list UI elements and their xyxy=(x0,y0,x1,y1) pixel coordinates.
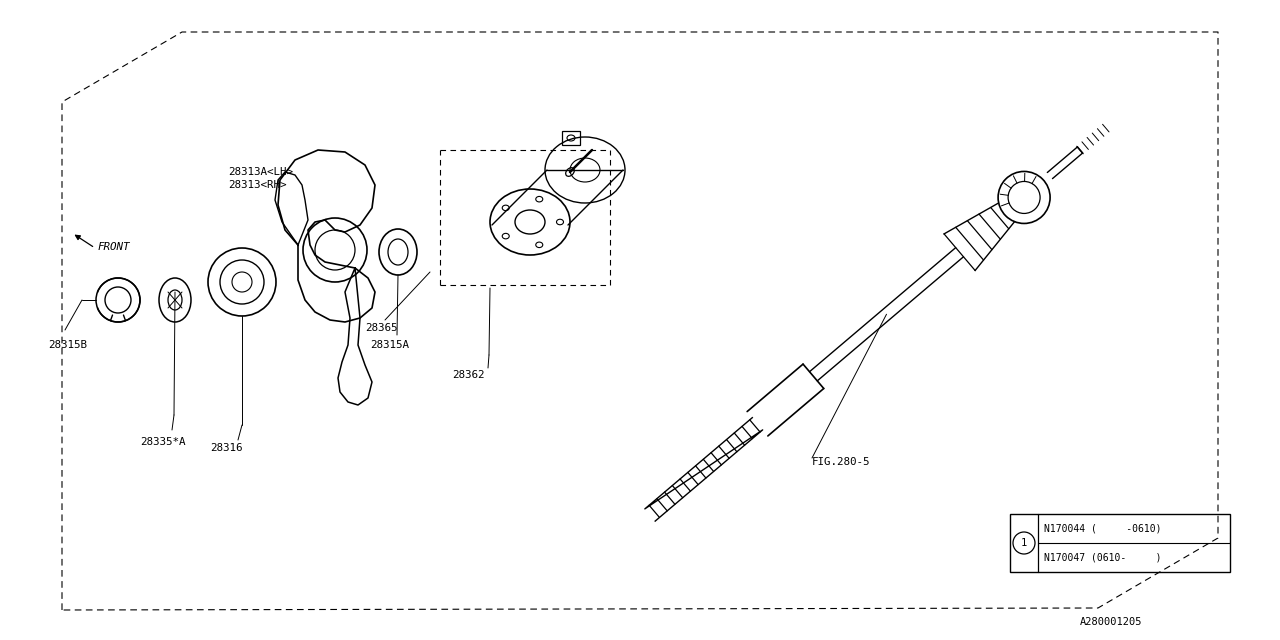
Text: 28313A<LH>: 28313A<LH> xyxy=(228,167,293,177)
Text: 28315A: 28315A xyxy=(370,340,410,350)
Polygon shape xyxy=(338,268,372,405)
Bar xyxy=(562,131,580,145)
Text: N170044 (     -0610): N170044 ( -0610) xyxy=(1044,524,1161,534)
Polygon shape xyxy=(278,150,375,322)
Text: 28316: 28316 xyxy=(210,443,242,453)
Text: 28315B: 28315B xyxy=(49,340,87,350)
Text: 28313<RH>: 28313<RH> xyxy=(228,180,287,190)
Text: FIG.280-5: FIG.280-5 xyxy=(812,457,870,467)
Text: 28362: 28362 xyxy=(452,370,485,380)
Polygon shape xyxy=(645,418,763,521)
Text: A280001205: A280001205 xyxy=(1080,617,1143,627)
Text: FRONT: FRONT xyxy=(99,242,131,252)
Text: 1: 1 xyxy=(1021,538,1027,548)
Polygon shape xyxy=(275,172,308,245)
Bar xyxy=(1010,514,1230,572)
Circle shape xyxy=(998,172,1050,223)
Text: N170047 (0610-     ): N170047 (0610- ) xyxy=(1044,552,1161,563)
Text: 28365: 28365 xyxy=(365,323,398,333)
Text: 28335*A: 28335*A xyxy=(140,437,186,447)
